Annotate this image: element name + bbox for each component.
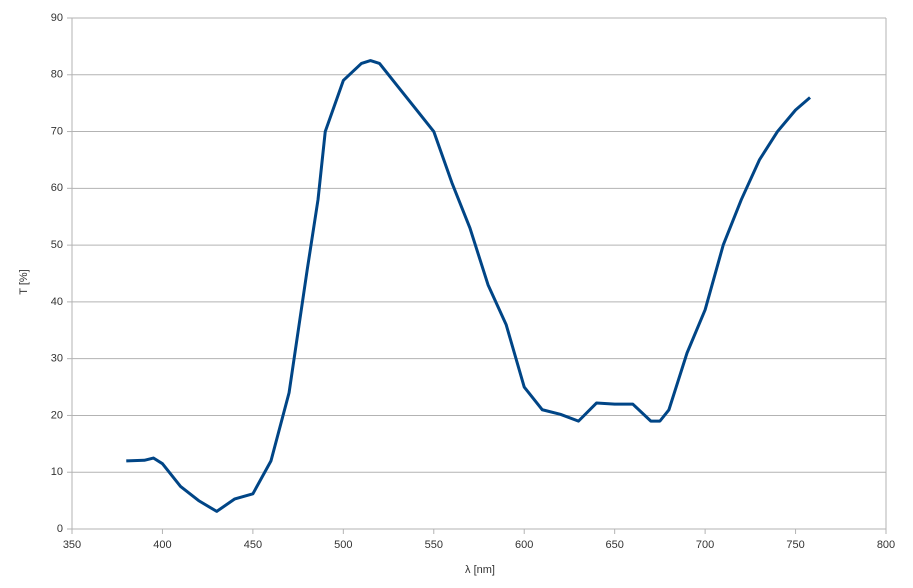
x-tick-label: 350 bbox=[63, 539, 81, 551]
y-tick-label: 50 bbox=[51, 239, 63, 251]
y-tick-label: 80 bbox=[51, 69, 63, 81]
y-tick-label: 40 bbox=[51, 296, 63, 308]
y-tick-label: 20 bbox=[51, 409, 63, 421]
x-axis-label: λ [nm] bbox=[465, 564, 495, 576]
data-line bbox=[126, 59, 812, 513]
y-tick-label: 10 bbox=[51, 466, 63, 478]
y-tick-label: 30 bbox=[51, 353, 63, 365]
x-tick-label: 800 bbox=[877, 539, 895, 551]
y-tick-label: 0 bbox=[57, 523, 63, 535]
y-tick-label: 70 bbox=[51, 125, 63, 137]
y-axis-label: T [%] bbox=[18, 269, 30, 294]
x-tick-label: 750 bbox=[786, 539, 804, 551]
y-tick-label: 90 bbox=[51, 12, 63, 24]
x-tick-label: 600 bbox=[515, 539, 533, 551]
x-tick-label: 450 bbox=[244, 539, 262, 551]
y-tick-label: 60 bbox=[51, 182, 63, 194]
x-tick-label: 650 bbox=[605, 539, 623, 551]
x-tick-label: 500 bbox=[334, 539, 352, 551]
x-tick-label: 400 bbox=[153, 539, 171, 551]
x-tick-label: 700 bbox=[696, 539, 714, 551]
x-tick-label: 550 bbox=[425, 539, 443, 551]
